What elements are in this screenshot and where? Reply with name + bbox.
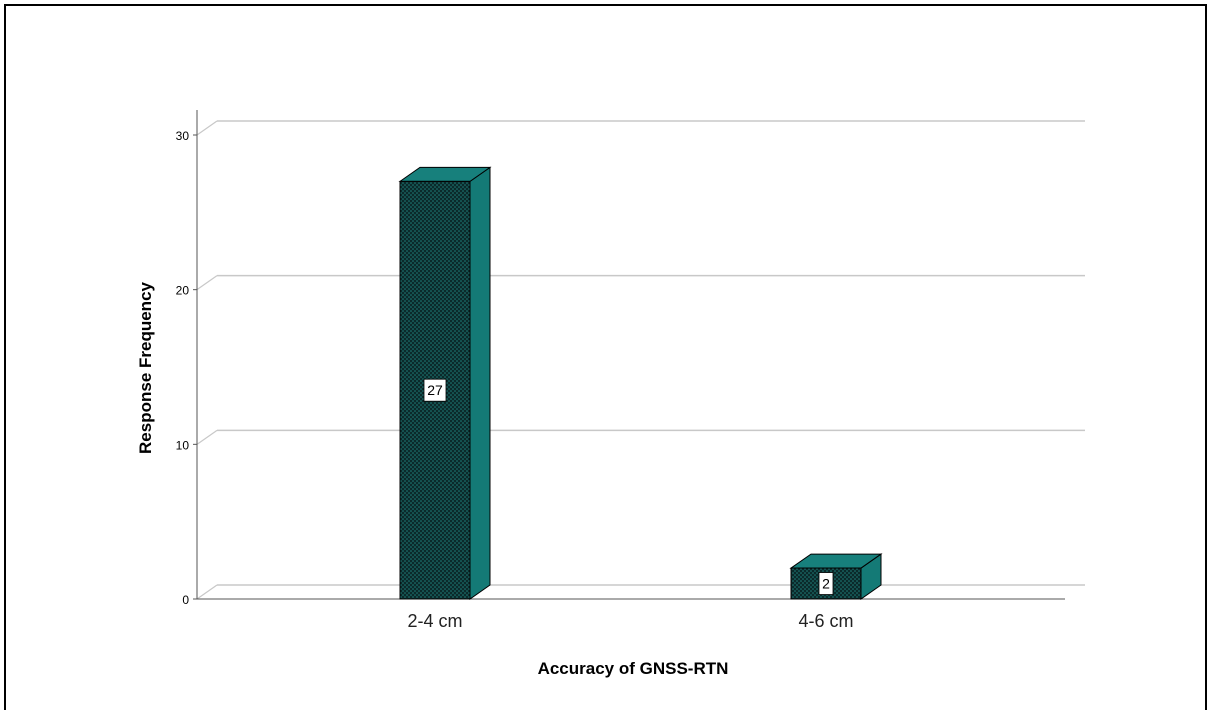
axes (193, 110, 1065, 600)
data-label-box (818, 572, 834, 595)
gridline-diagonal (196, 275, 218, 291)
data-label: 27 (427, 382, 443, 398)
y-axis-title: Response Frequency (136, 281, 155, 453)
y-tick-label: 30 (176, 129, 190, 143)
gridline-diagonal (196, 584, 218, 600)
y-tick-label: 20 (176, 284, 190, 298)
bar (398, 166, 492, 600)
y-tick-label: 10 (176, 438, 190, 452)
bar (789, 553, 883, 600)
bars (398, 166, 883, 600)
gridlines (196, 120, 1085, 600)
gridline-diagonal (196, 120, 218, 136)
data-label: 2 (822, 576, 830, 592)
labels: 0 10 20 30 27 2-4 cm 2 4-6 cm (176, 129, 854, 631)
gridline-diagonal (196, 429, 218, 445)
x-tick-label: 4-6 cm (798, 611, 853, 631)
bar-side (469, 166, 491, 600)
x-tick-label: 2-4 cm (407, 611, 462, 631)
data-label-box (423, 378, 447, 402)
x-axis-title: Accuracy of GNSS-RTN (538, 659, 729, 678)
y-tick-label: 0 (182, 593, 189, 607)
